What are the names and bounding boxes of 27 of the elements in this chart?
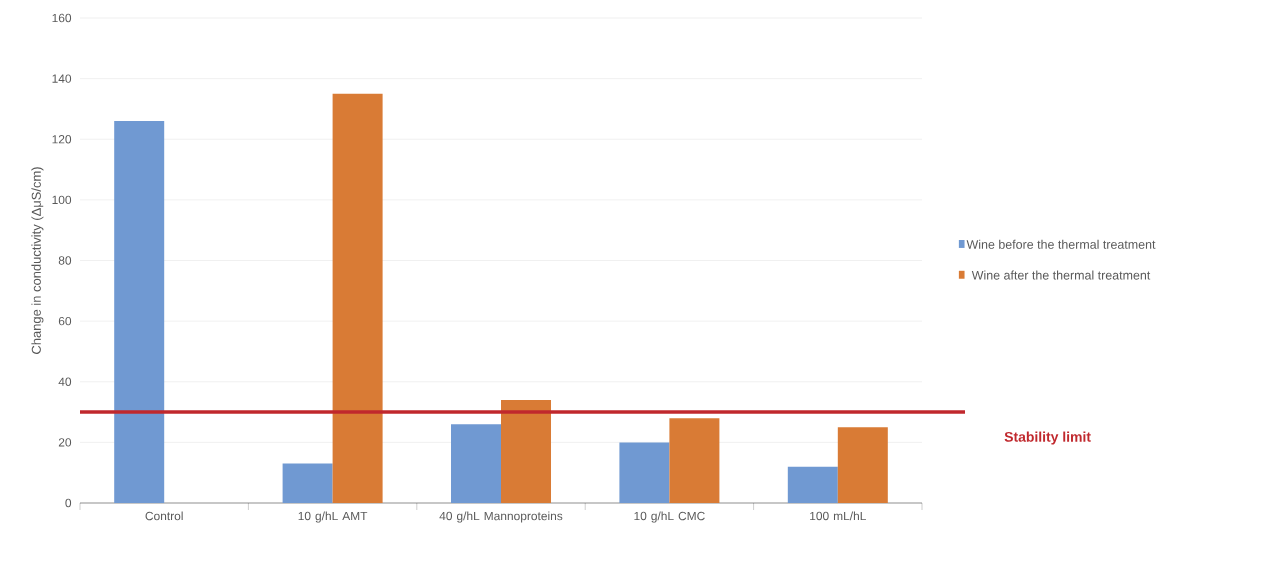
y-tick-label: 40 [58, 377, 72, 386]
bar [282, 463, 333, 503]
y-tick-label: 80 [58, 256, 72, 265]
bar [501, 399, 551, 503]
bar [114, 121, 165, 503]
y-tick-label: 120 [52, 135, 72, 144]
bar [787, 466, 838, 503]
x-tick-label: 10 g/hL AMT [298, 511, 368, 523]
bar [332, 93, 383, 503]
x-tick-label: Control [145, 511, 183, 521]
y-tick-label: 100 [52, 195, 72, 205]
x-tick-label: 100 mL/hL [810, 511, 866, 521]
ref-line-label: Stability limit [1004, 431, 1091, 445]
y-tick-label: 160 [52, 13, 72, 23]
legend-label: Wine before the thermal treatment [966, 239, 1156, 249]
bar [669, 418, 720, 503]
legend-label: Wine after the thermal treatment [971, 270, 1151, 280]
bar [451, 424, 501, 503]
y-axis-title: Change in conductivity (ΔμS/cm) [31, 167, 44, 354]
y-tick-label: 60 [58, 316, 72, 326]
y-tick-label: 140 [52, 74, 72, 83]
x-tick-label: 40 g/hL Mannoproteins [439, 511, 563, 523]
y-tick-label: 0 [65, 498, 72, 508]
bar [837, 427, 888, 503]
x-tick-label: 10 g/hL CMC [634, 511, 705, 523]
y-tick-label: 20 [58, 438, 72, 447]
bar [619, 442, 670, 503]
